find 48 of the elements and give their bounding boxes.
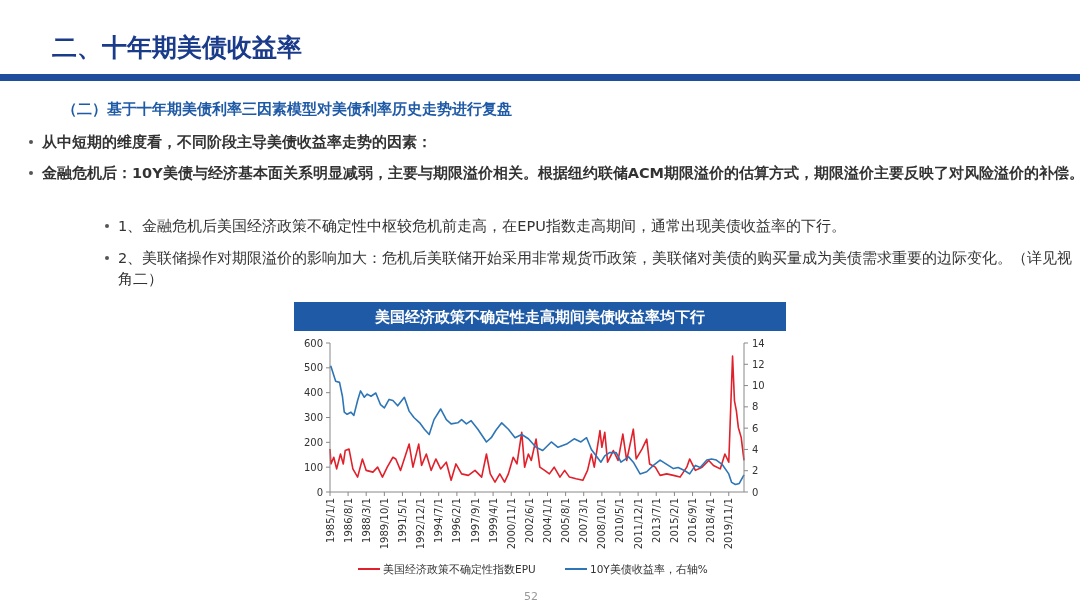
y-tick-label: 200 bbox=[303, 436, 323, 448]
text: 2、美联储操作对期限溢价的影响加大：危机后美联储开始采用非常规货币政策，美联储对美债的购买量成为美债需求重要的边际变化。（详见视角二） bbox=[118, 250, 1073, 287]
legend-label: 10Y美债收益率，右轴% bbox=[590, 563, 708, 575]
chart-title: 美国经济政策不确定性走高期间美债收益率均下行 bbox=[374, 308, 705, 326]
x-tick-label: 1992/12/1 bbox=[415, 498, 427, 550]
text: 二、十年期美债收益率 bbox=[52, 33, 302, 62]
y2-tick-label: 0 bbox=[752, 486, 759, 498]
x-tick-label: 2005/8/1 bbox=[560, 498, 572, 543]
x-tick-label: 2004/1/1 bbox=[542, 498, 553, 543]
y-tick-label: 500 bbox=[303, 362, 323, 374]
text: 1、金融危机后美国经济政策不确定性中枢较危机前走高，在EPU指数走高期间，通常出现美债收益率的下行。 bbox=[118, 218, 846, 234]
x-tick-label: 1989/10/1 bbox=[378, 498, 390, 550]
x-tick-label: 1991/5/1 bbox=[396, 498, 408, 543]
x-tick-label: 2016/9/1 bbox=[687, 498, 699, 543]
x-tick-label: 2007/3/1 bbox=[578, 498, 590, 543]
x-tick-label: 2010/5/1 bbox=[614, 498, 626, 543]
x-tick-label: 1999/4/1 bbox=[487, 498, 499, 543]
y2-tick-label: 8 bbox=[752, 401, 759, 413]
x-tick-label: 2018/4/1 bbox=[705, 498, 717, 543]
text: （二）基于十年期美债利率三因素模型对美债利率历史走势进行复盘 bbox=[62, 100, 512, 118]
y2-tick-label: 10 bbox=[752, 380, 765, 392]
x-tick-label: 1986/8/1 bbox=[342, 498, 354, 543]
text: 52 bbox=[524, 590, 538, 603]
x-tick-label: 2000/11/1 bbox=[505, 498, 517, 550]
y-tick-label: 400 bbox=[303, 387, 323, 399]
y-tick-label: 600 bbox=[303, 337, 323, 349]
text: 金融危机后：10Y美债与经济基本面关系明显减弱，主要与期限溢价相关。根据纽约联储ACM期限溢价的估算方式，期限溢价主要反映了对风险溢价的补偿。 bbox=[41, 164, 1080, 181]
x-tick-label: 2002/6/1 bbox=[523, 498, 535, 543]
text: 从中短期的维度看，不同阶段主导美债收益率走势的因素： bbox=[41, 133, 432, 150]
y-tick-label: 100 bbox=[303, 461, 323, 473]
x-tick-label: 1988/3/1 bbox=[360, 498, 372, 543]
x-tick-label: 2015/2/1 bbox=[668, 498, 680, 543]
x-tick-label: 2013/7/1 bbox=[650, 498, 662, 543]
x-tick-label: 2008/10/1 bbox=[596, 498, 608, 550]
y2-tick-label: 4 bbox=[752, 443, 759, 455]
y2-tick-label: 14 bbox=[752, 337, 765, 349]
legend-label: 美国经济政策不确定性指数EPU bbox=[383, 563, 536, 575]
y2-tick-label: 2 bbox=[752, 465, 759, 477]
x-tick-label: 1985/1/1 bbox=[324, 498, 336, 543]
y-tick-label: 300 bbox=[303, 412, 323, 423]
y2-tick-label: 12 bbox=[752, 358, 765, 370]
y2-tick-label: 6 bbox=[752, 422, 759, 434]
x-tick-label: 1996/2/1 bbox=[451, 498, 463, 543]
x-tick-label: 1997/9/1 bbox=[469, 498, 481, 543]
x-tick-label: 2011/12/1 bbox=[632, 498, 644, 550]
y-tick-label: 0 bbox=[316, 486, 323, 498]
x-tick-label: 1994/7/1 bbox=[433, 498, 445, 543]
x-tick-label: 2019/11/1 bbox=[723, 498, 735, 550]
